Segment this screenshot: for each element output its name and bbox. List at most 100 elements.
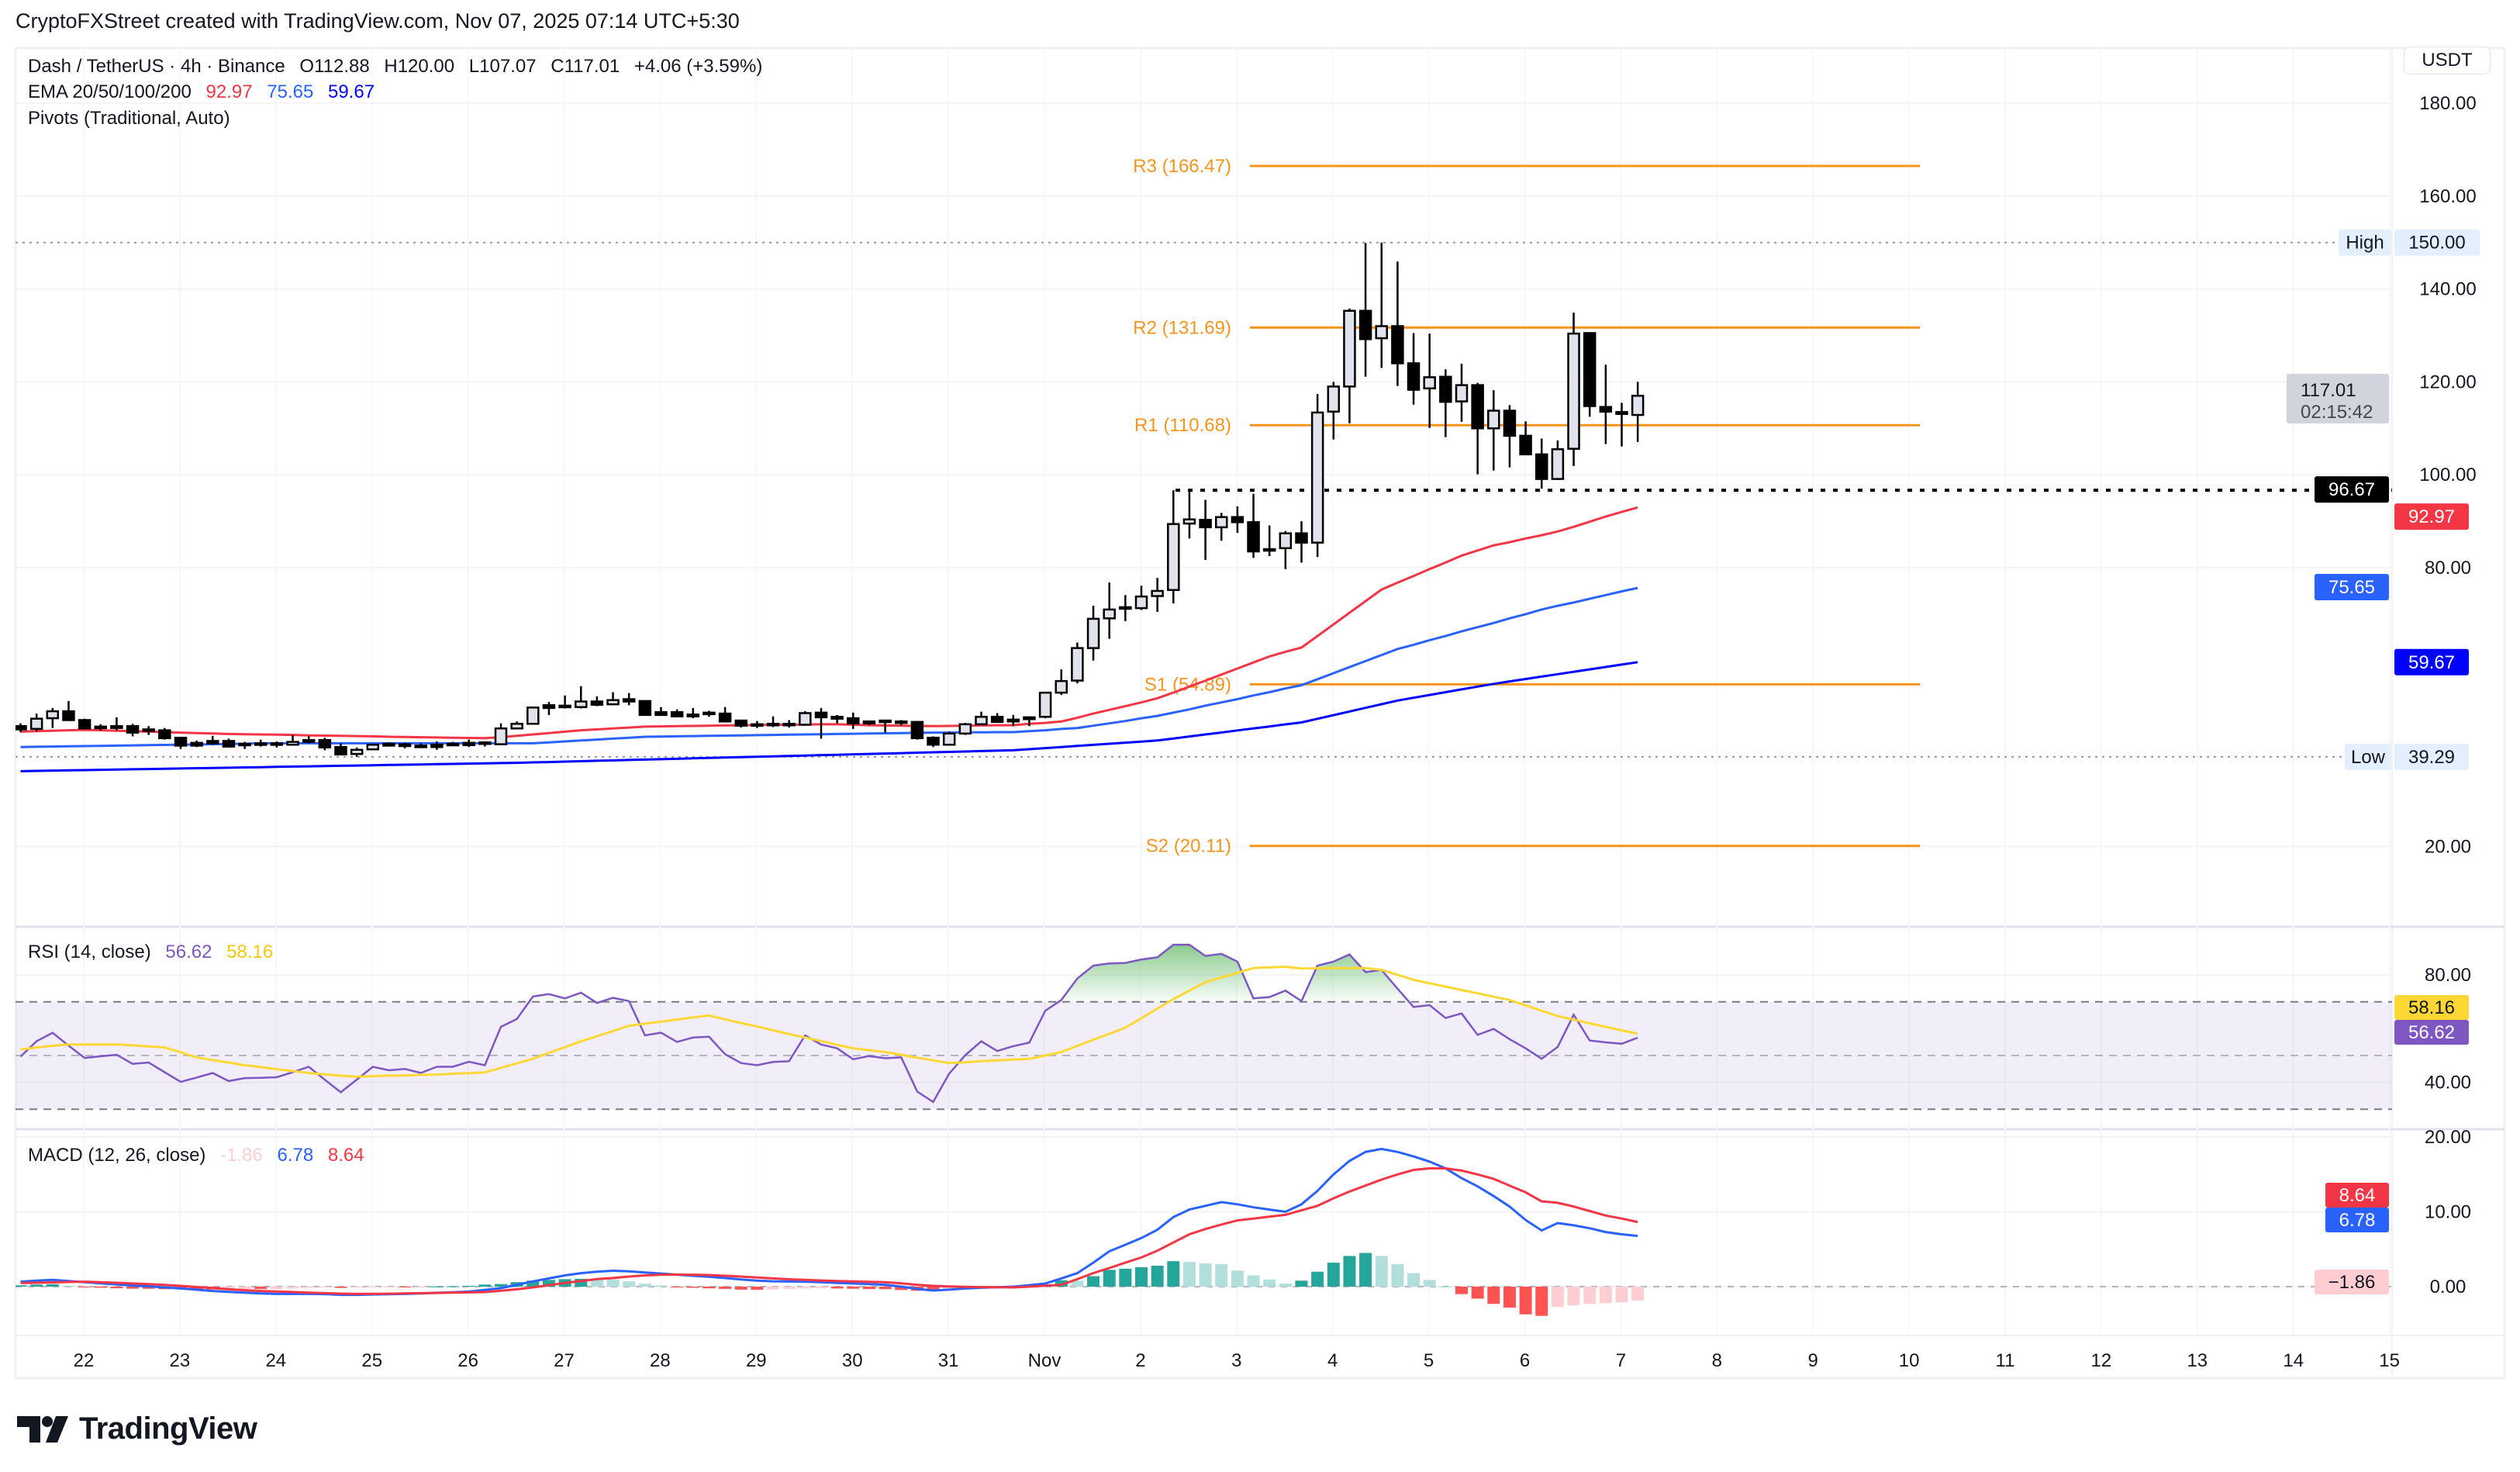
macd-histogram-bar: [1455, 1287, 1468, 1294]
candle: [1279, 530, 1293, 569]
candle: [1391, 261, 1404, 386]
candle: [1071, 642, 1084, 684]
candle-body-down: [190, 741, 203, 747]
time-axis-label: 7: [1616, 1350, 1626, 1371]
macd-histogram-bar: [1055, 1280, 1068, 1287]
candle: [862, 720, 876, 726]
rsi-price-label-box: [2394, 1020, 2469, 1045]
candle: [430, 741, 444, 750]
time-axis-label: 24: [265, 1350, 286, 1371]
candle: [1631, 382, 1645, 442]
macd-histogram-bar: [334, 1287, 347, 1288]
candle-body-down: [1262, 548, 1276, 552]
tradingview-logo[interactable]: TradingView: [17, 1412, 257, 1446]
macd-histogram-bar: [1391, 1264, 1404, 1287]
candle: [334, 743, 347, 756]
macd-histogram-bar: [62, 1285, 75, 1287]
candle: [238, 741, 251, 749]
time-axis-label: 12: [2091, 1350, 2112, 1371]
rsi-ma-legend-value: 58.16: [226, 942, 274, 962]
macd-histogram-bar: [767, 1287, 780, 1290]
candle-body-up: [350, 748, 364, 755]
candle: [286, 734, 299, 746]
candle-body-down: [302, 738, 316, 743]
symbol-name: Dash / TetherUS · 4h · Binance: [28, 56, 285, 77]
candle: [1295, 521, 1308, 563]
candle: [1247, 493, 1260, 558]
macd-histogram-bar: [1087, 1276, 1100, 1287]
chart-frame: [14, 47, 2506, 1380]
rsi-legend-value: 56.62: [165, 942, 212, 962]
candle: [575, 686, 588, 709]
ema20-price-label: 92.97: [2408, 506, 2455, 527]
macd-histogram-bar: [1182, 1262, 1196, 1287]
candle-body-up: [1071, 647, 1084, 682]
candle: [638, 700, 652, 717]
price-pane: R3 (166.47) R2 (131.69) R1 (110.68) S1 (54.…: [16, 156, 2392, 857]
candle-body-up: [1327, 385, 1341, 413]
candle: [318, 738, 332, 751]
candle-body-down: [1006, 718, 1020, 723]
candle-body-down: [62, 710, 75, 721]
candle: [847, 712, 860, 729]
candle-body-down: [110, 725, 123, 729]
candle: [879, 719, 892, 733]
macd-histogram-bar: [927, 1287, 940, 1291]
ema100-price-label-box: [2394, 648, 2469, 676]
candle-body-up: [494, 727, 508, 745]
macd-legend[interactable]: MACD (12, 26, close) -1.86 6.78 8.64: [28, 1145, 374, 1166]
candle-body-down: [334, 745, 347, 756]
macd-histogram-bar: [286, 1287, 299, 1289]
attribution-text: CryptoFXStreet created with TradingView.…: [16, 9, 740, 33]
candle: [62, 700, 75, 721]
currency-button[interactable]: USDT: [2404, 47, 2491, 74]
candle-body-down: [718, 712, 732, 723]
candle-body-up: [799, 712, 812, 726]
candle: [799, 711, 812, 726]
signal-price-label: 8.64: [2339, 1185, 2376, 1206]
candle: [558, 695, 571, 709]
macd-histogram-bar: [254, 1287, 268, 1290]
time-axis-label: 30: [842, 1350, 863, 1371]
candle: [782, 720, 796, 728]
macd-histogram-bar: [879, 1287, 892, 1290]
pivot-label: S2 (20.11): [1146, 836, 1231, 857]
candle-body-down: [622, 698, 636, 703]
pivots-legend[interactable]: Pivots (Traditional, Auto): [28, 108, 230, 129]
candle-body-down: [430, 743, 444, 748]
macd-axis-label: 20.00: [2425, 1127, 2471, 1148]
candle: [751, 720, 764, 728]
macd-histogram-bar: [1343, 1256, 1356, 1287]
candle-body-down: [542, 704, 556, 710]
candle-body-down: [1407, 362, 1421, 391]
candle-body-down: [734, 719, 747, 727]
macd-histogram-bar: [862, 1287, 875, 1290]
candle-body-down: [78, 719, 91, 730]
candle-body-down: [782, 723, 796, 727]
rsi-legend[interactable]: RSI (14, close) 56.62 58.16: [28, 942, 282, 963]
price-axis-label: 100.00: [2419, 465, 2476, 485]
candle-body-down: [830, 716, 844, 720]
candle: [1119, 595, 1132, 621]
symbol-legend[interactable]: Dash / TetherUS · 4h · Binance O112.88 H…: [28, 56, 772, 78]
histogram-price-label: −1.86: [2328, 1272, 2376, 1293]
macd-histogram-bar: [270, 1287, 283, 1290]
rsi-overbought-fill: [20, 945, 1638, 1002]
ema20-value: 92.97: [205, 81, 253, 102]
candle-body-down: [910, 720, 924, 740]
candle: [670, 709, 684, 717]
last-price-label: 117.01: [2301, 380, 2356, 401]
candle: [478, 741, 492, 747]
time-axis-label: 13: [2187, 1350, 2208, 1371]
candle-body-down: [990, 716, 1004, 724]
candle: [1215, 513, 1228, 541]
macd-histogram-bar: [526, 1280, 540, 1287]
ema-legend[interactable]: EMA 20/50/100/200 92.97 75.65 59.67: [28, 81, 384, 103]
candle-body-up: [1086, 617, 1100, 649]
macd-histogram-bar: [702, 1287, 716, 1289]
macd-histogram-bar: [1519, 1287, 1532, 1315]
rsi-axis-label: 80.00: [2425, 965, 2471, 986]
macd-histogram-bar: [1295, 1280, 1308, 1287]
rsi-pane: [16, 943, 2392, 1111]
